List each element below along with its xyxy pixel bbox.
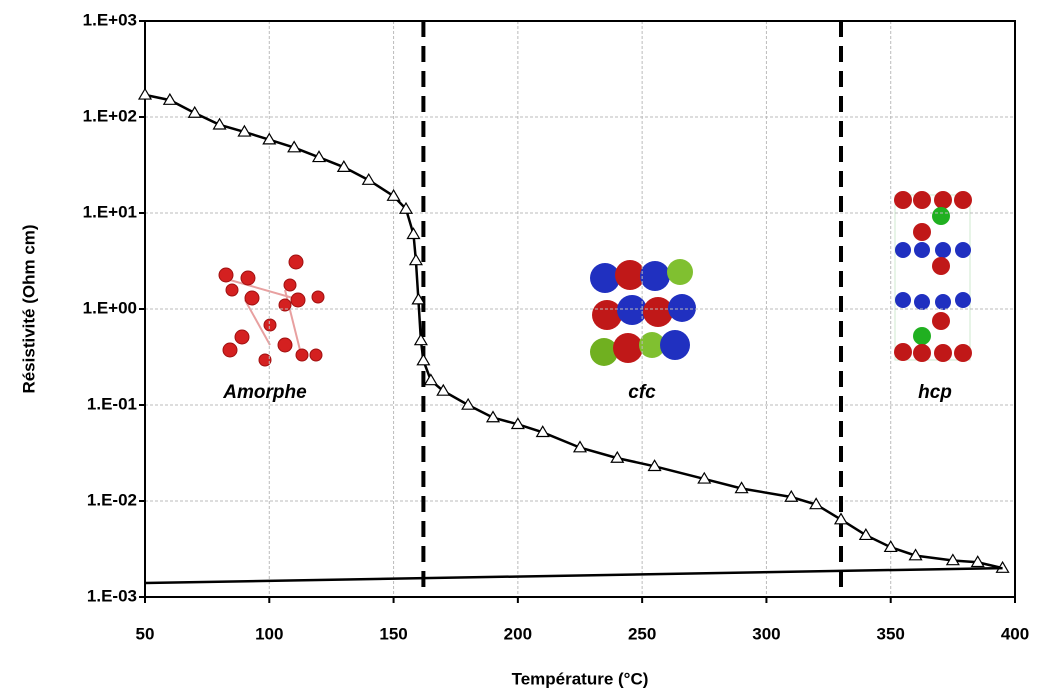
- marker: [413, 333, 428, 346]
- y-axis-title: Résistivité (Ohm cm): [19, 224, 38, 393]
- marker: [212, 117, 227, 130]
- marker: [734, 481, 749, 494]
- plot-frame: [144, 20, 1016, 598]
- annotation: hcp: [918, 382, 952, 403]
- y-tick-label: 1.E-01: [87, 394, 137, 413]
- x-tick-label: 300: [752, 624, 780, 643]
- marker: [398, 201, 414, 214]
- x-tick-label: 250: [628, 624, 656, 643]
- series-line: [144, 93, 1003, 570]
- marker: [572, 440, 588, 453]
- marker: [411, 292, 426, 305]
- marker: [423, 373, 438, 386]
- marker: [237, 124, 252, 137]
- marker: [162, 92, 177, 105]
- y-tick-label: 1.E+03: [83, 10, 137, 29]
- marker: [809, 497, 824, 510]
- marker: [535, 425, 550, 438]
- marker: [187, 105, 202, 118]
- marker: [908, 548, 923, 561]
- y-tick-label: 1.E-02: [87, 490, 137, 509]
- marker: [833, 512, 849, 525]
- marker: [408, 253, 423, 266]
- x-axis-title: Température (°C): [512, 669, 649, 688]
- marker: [361, 172, 376, 185]
- x-tick-label: 150: [379, 624, 407, 643]
- marker: [137, 87, 153, 100]
- y-tick-label: 1.E+01: [83, 202, 137, 221]
- x-tick-label: 400: [1001, 624, 1029, 643]
- marker: [311, 150, 327, 163]
- marker: [287, 140, 302, 153]
- x-tick-label: 200: [504, 624, 532, 643]
- amorphous-structure-image: [218, 254, 325, 367]
- hcp-structure-image: [894, 191, 972, 362]
- y-tick-label: 1.E-03: [87, 586, 137, 605]
- marker: [262, 132, 277, 145]
- marker: [647, 459, 662, 472]
- marker: [406, 227, 421, 240]
- x-tick-label: 100: [255, 624, 283, 643]
- marker: [416, 353, 431, 366]
- annotation: cfc: [628, 382, 656, 403]
- marker: [858, 528, 873, 541]
- marker: [336, 160, 351, 172]
- marker: [461, 397, 476, 410]
- y-tick-label: 1.E+00: [83, 298, 137, 317]
- marker: [386, 188, 401, 201]
- marker: [945, 553, 960, 566]
- marker: [510, 417, 525, 430]
- series-line: [144, 566, 1003, 585]
- annotation: Amorphe: [222, 382, 307, 403]
- marker: [436, 383, 451, 396]
- marker: [697, 471, 712, 484]
- marker: [883, 540, 898, 553]
- marker: [610, 450, 625, 463]
- marker: [784, 489, 799, 502]
- x-tick-label: 350: [877, 624, 905, 643]
- x-tick-label: 50: [136, 624, 155, 643]
- y-tick-label: 1.E+02: [83, 106, 137, 125]
- marker: [485, 410, 501, 423]
- marker: [970, 555, 985, 568]
- cfc-structure-image: [590, 259, 696, 366]
